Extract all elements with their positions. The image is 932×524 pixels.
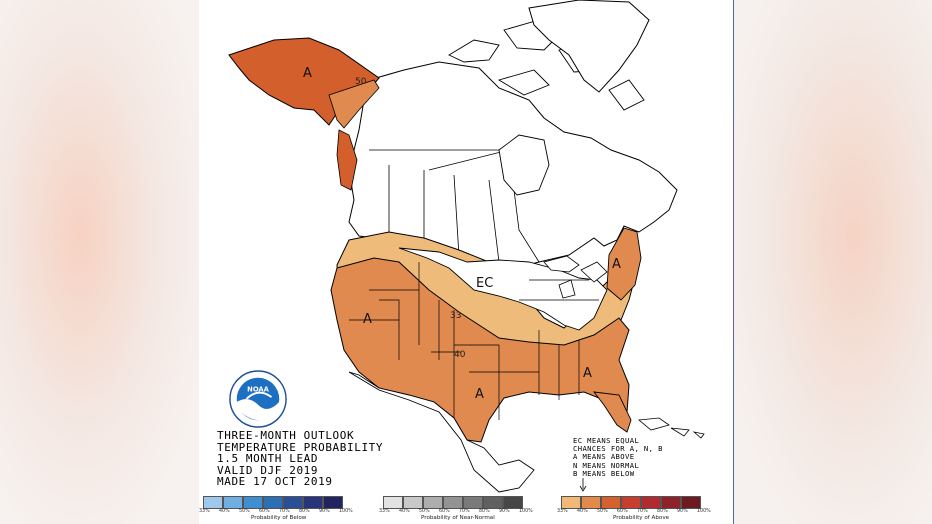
state-lines [349, 262, 599, 420]
key-note-line-3: A MEANS ABOVE [573, 452, 635, 462]
legend-swatch [383, 496, 403, 509]
legend-tick-label: 60% [259, 509, 270, 514]
background-right [734, 0, 932, 524]
title-line-3: 1.5 MONTH LEAD [217, 452, 319, 466]
alaska-above-label: A [303, 66, 312, 81]
background-left [0, 0, 199, 524]
above-caption: Probability of Above [613, 515, 670, 521]
ec-region [398, 247, 608, 331]
legend-swatch [223, 496, 243, 509]
legend-tick-label: 90% [499, 509, 510, 514]
legend-tick-label: 50% [419, 509, 430, 514]
legend-swatch [641, 496, 661, 509]
noaa-logo-icon: NOAA [229, 370, 287, 428]
legend-swatch [303, 496, 323, 509]
near-normal-scale [383, 496, 523, 509]
legend-tick-label: 90% [677, 509, 688, 514]
key-note-line-5: B MEANS BELOW [573, 468, 635, 478]
legend-tick-label: 70% [279, 509, 290, 514]
legend-tick-label: 100% [519, 509, 533, 514]
key-note-line-4: N MEANS NORMAL [573, 460, 640, 470]
legend-swatch [283, 496, 303, 509]
northeast-above-label: A [612, 257, 621, 272]
below-scale [203, 496, 343, 509]
caribbean [638, 417, 705, 439]
greenland [528, 0, 650, 93]
legend-swatch [621, 496, 641, 509]
southeast-above-label: A [583, 366, 592, 381]
legend-swatch [443, 496, 463, 509]
alaska-light-region [328, 79, 380, 129]
key-note: EC MEANS EQUAL CHANCES FOR A, N, B A MEA… [573, 436, 663, 478]
legend-swatch [581, 496, 601, 509]
legend-swatch [601, 496, 621, 509]
title-line-5: MADE 17 OCT 2019 [217, 475, 333, 489]
alaska-contour-label: 50 [355, 77, 367, 87]
panel-edge [733, 0, 734, 524]
alaska-panhandle [336, 129, 358, 191]
legend-tick-label: 40% [399, 509, 410, 514]
legend-tick-label: 60% [439, 509, 450, 514]
legend-tick-label: 80% [479, 509, 490, 514]
florida [592, 391, 632, 433]
title-line-1: THREE-MONTH OUTLOOK [217, 429, 355, 442]
legend-swatch [323, 496, 343, 509]
outlook-map-panel: A 50 EC A A A A 33 40 NOAA THREE-MONTH O… [199, 0, 734, 524]
legend-tick-label: 33% [557, 509, 568, 514]
west-above-label: A [363, 312, 372, 327]
north-america-map [228, 0, 705, 493]
title-line-4: VALID DJF 2019 [217, 463, 319, 477]
ec-label: EC [476, 276, 494, 291]
title-line-2: TEMPERATURE PROBABILITY [217, 440, 384, 454]
legend-swatch [561, 496, 581, 509]
south-central-above-label: A [475, 387, 484, 402]
legend-tick-label: 100% [339, 509, 353, 514]
legend-tick-label: 40% [219, 509, 230, 514]
legend-swatch [403, 496, 423, 509]
mexico [348, 371, 535, 493]
legend-swatch [203, 496, 223, 509]
legend-tick-label: 40% [577, 509, 588, 514]
down-arrow-icon [579, 478, 587, 492]
below-caption: Probability of Below [251, 515, 307, 521]
hudson-bay [498, 134, 550, 196]
legend-tick-label: 80% [299, 509, 310, 514]
noaa-logo-text: NOAA [247, 385, 269, 393]
key-note-line-2: CHANCES FOR A, N, B [573, 444, 663, 454]
legend-swatch [243, 496, 263, 509]
legend-swatch [681, 496, 701, 509]
contour-40-label: 40 [454, 350, 466, 360]
legend-tick-label: 60% [617, 509, 628, 514]
great-lakes [543, 255, 608, 299]
northeast-region [606, 227, 642, 301]
legend-swatch [503, 496, 523, 509]
province-lines [369, 149, 540, 263]
legend-tick-label: 33% [379, 509, 390, 514]
legend-swatch [423, 496, 443, 509]
legend-tick-label: 70% [459, 509, 470, 514]
legend-tick-label: 90% [319, 509, 330, 514]
key-note-line-1: EC MEANS EQUAL [573, 436, 640, 445]
title-block: THREE-MONTH OUTLOOK TEMPERATURE PROBABIL… [217, 430, 383, 488]
legend-tick-label: 33% [199, 509, 210, 514]
legend-swatch [463, 496, 483, 509]
legend-tick-label: 70% [637, 509, 648, 514]
above-scale [561, 496, 701, 509]
legend-swatch [661, 496, 681, 509]
legend-tick-label: 100% [697, 509, 711, 514]
legend-tick-label: 50% [597, 509, 608, 514]
legend-tick-label: 80% [657, 509, 668, 514]
contour-33-label: 33 [450, 311, 462, 321]
near-normal-caption: Probability of Near-Normal [421, 515, 495, 521]
legend-swatch [263, 496, 283, 509]
legend-tick-label: 50% [239, 509, 250, 514]
legend-swatch [483, 496, 503, 509]
